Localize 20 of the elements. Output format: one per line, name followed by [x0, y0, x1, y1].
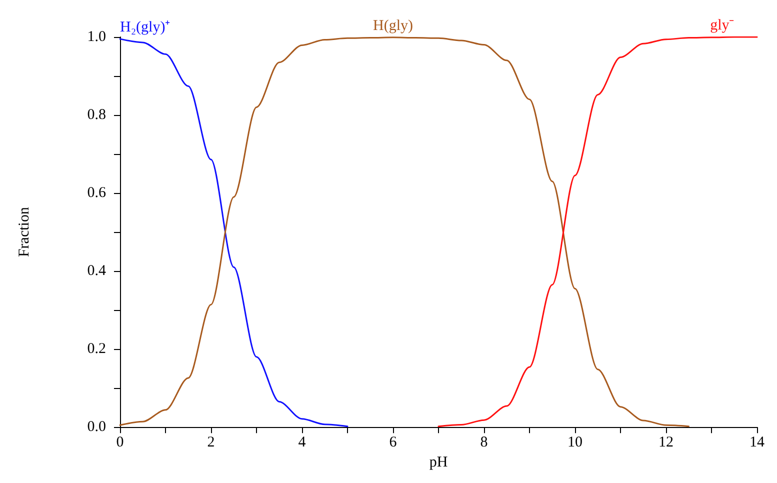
x-axis-title: pH — [429, 454, 448, 470]
series-label: H(gly) — [373, 18, 413, 34]
y-axis-title: Fraction — [16, 206, 32, 258]
x-tick-label: 6 — [389, 434, 398, 451]
x-tick-label: 12 — [658, 434, 674, 451]
x-tick-label: 2 — [207, 434, 215, 451]
y-tick-label: 0.4 — [87, 263, 106, 280]
y-tick-label: 1.0 — [87, 29, 106, 45]
x-tick-label: 10 — [568, 434, 582, 451]
line-series — [438, 36, 758, 428]
y-tick-label: 0.0 — [87, 419, 106, 436]
y-tick-label: 0.6 — [87, 185, 106, 202]
y-tick-label: 0.2 — [87, 341, 106, 358]
series-label: gly⁻ — [710, 18, 734, 34]
x-tick-label: 14 — [750, 434, 765, 451]
y-tick-label: 0.8 — [87, 107, 106, 124]
x-tick-label: 0 — [116, 434, 124, 451]
x-tick-label: 8 — [480, 434, 488, 451]
x-tick-label: 4 — [298, 434, 306, 451]
series-label: H₂(gly)⁺ — [120, 19, 170, 36]
